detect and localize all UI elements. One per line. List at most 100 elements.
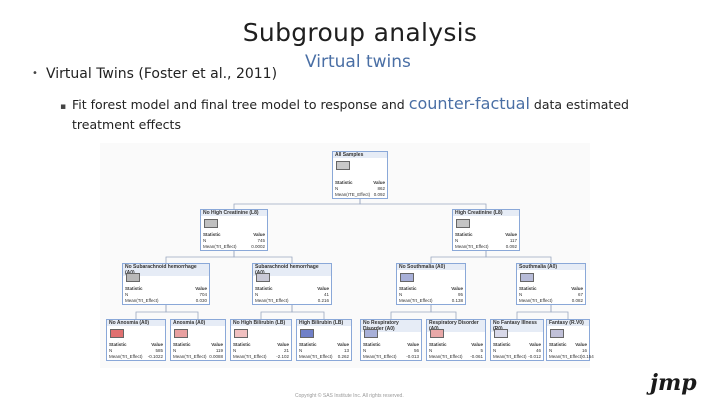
tree-edge bbox=[359, 199, 487, 209]
tree-edges bbox=[135, 199, 569, 319]
stat-value: 56 bbox=[413, 348, 419, 353]
stat-value: Value bbox=[151, 342, 163, 347]
stat-value: Value bbox=[337, 342, 349, 347]
stat-label: N bbox=[429, 348, 433, 353]
stat-value: 13 bbox=[343, 348, 349, 353]
tree-node-leaf-7[interactable]: No Fantasy Illness (R0)StatisticValueN46… bbox=[490, 319, 544, 361]
stat-value: 745 bbox=[257, 238, 265, 243]
node-header: No Anosmia (A0) bbox=[107, 320, 165, 326]
stats-row: Mean(Trt_Effect) 0.0088 bbox=[173, 354, 223, 360]
stats-row: N 16 bbox=[549, 348, 587, 354]
tree-node-leaf-6[interactable]: Respiratory Disorder (A0)StatisticValueN… bbox=[426, 319, 486, 361]
bullet-dot-icon: • bbox=[32, 68, 38, 79]
stat-label: N bbox=[125, 292, 129, 297]
stat-label: Mean(Trt_Effect) bbox=[519, 298, 553, 303]
node-color-swatch bbox=[204, 219, 218, 228]
stat-label: N bbox=[173, 348, 177, 353]
slide-title: Subgroup analysis bbox=[242, 18, 478, 47]
stats-row: N 119 bbox=[173, 348, 223, 354]
tree-edge bbox=[430, 305, 457, 319]
tree-node-r1[interactable]: High Creatinine (L8) Statistic Value N 117 Me… bbox=[452, 209, 520, 251]
node-color-swatch bbox=[520, 273, 534, 282]
bullet2-post: data estimated bbox=[529, 97, 629, 112]
stats-header-row: Statistic Value bbox=[363, 342, 419, 348]
stat-value: 0.092 bbox=[373, 192, 385, 197]
stats-row: N 745 bbox=[203, 238, 265, 244]
stats-row: N 117 bbox=[455, 238, 517, 244]
stats-row: Mean(Trt_Effect) 0.216 bbox=[255, 298, 329, 304]
stats-row: N 862 bbox=[335, 186, 385, 192]
stat-label: N bbox=[455, 238, 459, 243]
stats-row: Mean(Trt_Effect) 0.0002 bbox=[203, 244, 265, 250]
counter-factual-text: counter-factual bbox=[408, 94, 530, 113]
node-color-swatch bbox=[256, 273, 270, 282]
node-stats: Statistic Value N 46 Mean(Trt_Effect) -0.012 bbox=[493, 342, 541, 360]
tree-node-r2b[interactable]: Southmalia (A0) Statistic Value N 67 Mean(Trt… bbox=[516, 263, 586, 305]
node-color-swatch bbox=[126, 273, 140, 282]
stat-value: 5 bbox=[480, 348, 483, 353]
tree-node-leaf-3[interactable]: No High Bilirubin (LB) Statistic Value N 21 M… bbox=[230, 319, 292, 361]
stat-value: 95 bbox=[457, 292, 463, 297]
tree-node-l1[interactable]: No High Creatinine (L8) Statistic Value N 74… bbox=[200, 209, 268, 251]
node-stats: Statistic Value N 13 Mean(Trt_Effect) 0.262 bbox=[299, 342, 349, 360]
stat-label: Statistic bbox=[203, 232, 221, 237]
stats-header-row: Statistic Value bbox=[173, 342, 223, 348]
tree-edge bbox=[485, 251, 552, 263]
tree-node-leaf-2[interactable]: Anosmia (A0) Statistic Value N 119 Mean(Trt_E… bbox=[170, 319, 226, 361]
stat-label: Mean(Trt_Effect) bbox=[455, 244, 489, 249]
tree-node-leaf-5[interactable]: No Respiratory Disorder (A0) Statistic Val… bbox=[360, 319, 422, 361]
stat-label: Mean(Trt_Effect) bbox=[399, 298, 433, 303]
stat-value: Value bbox=[317, 286, 329, 291]
stat-value: 67 bbox=[577, 292, 583, 297]
tree-node-l2a[interactable]: No Subarachnoid hemorrhage (A0)Statistic… bbox=[122, 263, 210, 305]
stats-header-row: Statistic Value bbox=[255, 286, 329, 292]
tree-node-l2b[interactable]: Subarachnoid hemorrhage (A0)StatisticVal… bbox=[252, 263, 332, 305]
tree-node-leaf-1[interactable]: No Anosmia (A0) Statistic Value N 585 Mean(Tr… bbox=[106, 319, 166, 361]
stat-value: 0.082 bbox=[571, 298, 583, 303]
stat-label: Statistic bbox=[233, 342, 251, 347]
stats-header-row: Statistic Value bbox=[109, 342, 163, 348]
node-header: High Creatinine (L8) bbox=[453, 210, 519, 216]
stat-value: 119 bbox=[215, 348, 223, 353]
jmp-logo: jmp bbox=[650, 370, 697, 396]
bullet1-text: Virtual Twins (Foster et al., 2011) bbox=[46, 66, 278, 82]
stats-row: Mean(Trt_Effect) 0.092 bbox=[455, 244, 517, 250]
stat-value: 0.0002 bbox=[251, 244, 265, 249]
stat-label: Mean(Trt_Effect) bbox=[255, 298, 289, 303]
node-color-swatch bbox=[550, 329, 564, 338]
tree-node-r2a[interactable]: No Southmalia (A0) Statistic Value N 95 Mean(… bbox=[396, 263, 466, 305]
stats-row: Mean(Trt_Effect) 0.082 bbox=[519, 298, 583, 304]
tree-node-leaf-4[interactable]: High Bilirubin (LB) Statistic Value N 13 Mean… bbox=[296, 319, 352, 361]
node-header: High Bilirubin (LB) bbox=[297, 320, 351, 326]
tree-edge bbox=[233, 251, 293, 263]
stat-value: Value bbox=[407, 342, 419, 347]
node-stats: Statistic Value N 56 Mean(Trt_Effect) -0.013 bbox=[363, 342, 419, 360]
stats-row: Mean(Trt_Effect) 0.030 bbox=[125, 298, 207, 304]
stat-value: Value bbox=[277, 342, 289, 347]
tree-edge bbox=[550, 305, 569, 319]
stat-value: 21 bbox=[283, 348, 289, 353]
stats-header-row: Statistic Value bbox=[493, 342, 541, 348]
node-header: Fantasy (R.V0) bbox=[547, 320, 589, 326]
stat-label: Mean(Trt_Effect) bbox=[549, 354, 583, 359]
stats-row: Mean(Trt_Effect) 0.154 bbox=[549, 354, 594, 360]
tree-node-leaf-8[interactable]: Fantasy (R.V0) Statistic Value N 16 Mean(Trt_… bbox=[546, 319, 594, 361]
stat-value: -0.012 bbox=[528, 354, 541, 359]
node-stats: Statistic Value N 21 Mean(Trt_Effect) -2.102 bbox=[233, 342, 289, 360]
stats-row: Mean(Trt_Effect) -0.1022 bbox=[109, 354, 163, 360]
stats-row: N 13 bbox=[299, 348, 349, 354]
node-stats: Statistic Value N 745 Mean(Trt_Effect) 0.0002 bbox=[203, 232, 265, 250]
node-header: No High Creatinine (L8) bbox=[201, 210, 267, 216]
stat-value: Value bbox=[575, 342, 587, 347]
stats-row: N 56 bbox=[363, 348, 419, 354]
tree-node-root[interactable]: All Samples Statistic Value N 862 Mean(ITE_Ef… bbox=[332, 151, 388, 199]
stat-label: Statistic bbox=[549, 342, 567, 347]
tree-edge bbox=[291, 305, 325, 319]
stat-label: N bbox=[549, 348, 553, 353]
stats-row: Mean(Trt_Effect) 0.138 bbox=[399, 298, 463, 304]
node-stats: Statistic Value N 585 Mean(Trt_Effect) -0.102… bbox=[109, 342, 163, 360]
tree-edge bbox=[430, 251, 487, 263]
stats-row: N 46 bbox=[493, 348, 541, 354]
stats-header-row: Statistic Value bbox=[299, 342, 349, 348]
